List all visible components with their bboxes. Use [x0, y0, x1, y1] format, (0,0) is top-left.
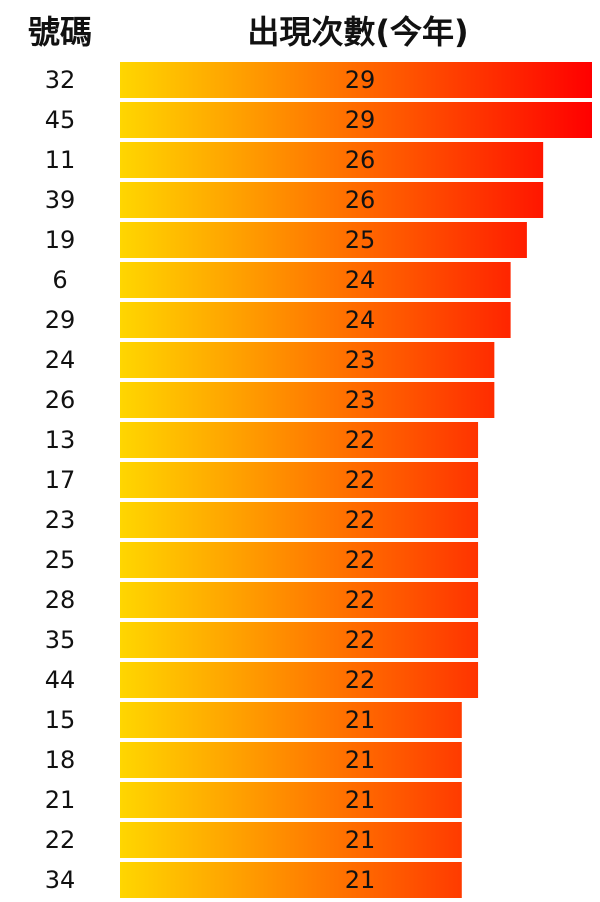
bar — [120, 742, 462, 778]
number-label: 23 — [45, 506, 76, 534]
number-label: 28 — [45, 586, 76, 614]
value-label: 22 — [345, 546, 376, 574]
bar-row: 6 24 — [52, 262, 511, 298]
bar — [120, 582, 479, 618]
bar — [120, 462, 479, 498]
chart-header: 號碼 出現次數(今年) — [0, 0, 600, 60]
bar — [120, 822, 462, 858]
bar-row: 21 21 — [45, 782, 462, 818]
number-label: 6 — [52, 266, 67, 294]
count-column-header: 出現次數(今年) — [247, 13, 469, 51]
bar-row: 44 22 — [45, 662, 479, 698]
value-label: 24 — [345, 266, 376, 294]
number-label: 15 — [45, 706, 76, 734]
bar — [120, 862, 462, 898]
number-label: 34 — [45, 866, 76, 894]
bar — [120, 342, 495, 378]
bar-row: 22 21 — [45, 822, 462, 858]
bar-row: 19 25 — [45, 222, 527, 258]
number-label: 13 — [45, 426, 76, 454]
value-label: 22 — [345, 466, 376, 494]
bar-row: 23 22 — [45, 502, 479, 538]
value-label: 22 — [345, 586, 376, 614]
bar-row: 32 29 — [45, 62, 592, 98]
value-label: 22 — [345, 426, 376, 454]
number-label: 39 — [45, 186, 76, 214]
bar-row: 34 21 — [45, 862, 462, 898]
bar — [120, 142, 544, 178]
value-label: 29 — [345, 66, 376, 94]
bar — [120, 702, 462, 738]
bar-row: 45 29 — [45, 102, 592, 138]
bar-row: 35 22 — [45, 622, 479, 658]
bar — [120, 382, 495, 418]
number-column-header: 號碼 — [27, 13, 92, 51]
value-label: 22 — [345, 666, 376, 694]
bar — [120, 622, 479, 658]
bar — [120, 62, 592, 98]
bar — [120, 302, 511, 338]
value-label: 25 — [345, 226, 376, 254]
bar-row: 39 26 — [45, 182, 544, 218]
number-label: 18 — [45, 746, 76, 774]
bar-row: 25 22 — [45, 542, 479, 578]
value-label: 22 — [345, 506, 376, 534]
number-label: 19 — [45, 226, 76, 254]
number-label: 44 — [45, 666, 76, 694]
bar-row: 29 24 — [45, 302, 511, 338]
bar — [120, 662, 479, 698]
number-label: 35 — [45, 626, 76, 654]
value-label: 21 — [345, 866, 376, 894]
bar — [120, 222, 527, 258]
number-label: 22 — [45, 826, 76, 854]
bar — [120, 542, 479, 578]
bar-row: 28 22 — [45, 582, 479, 618]
bar-row: 15 21 — [45, 702, 462, 738]
value-label: 21 — [345, 786, 376, 814]
value-label: 21 — [345, 706, 376, 734]
number-label: 45 — [45, 106, 76, 134]
value-label: 23 — [345, 386, 376, 414]
bar-row: 17 22 — [45, 462, 479, 498]
number-label: 29 — [45, 306, 76, 334]
bar — [120, 502, 479, 538]
number-label: 25 — [45, 546, 76, 574]
value-label: 26 — [345, 186, 376, 214]
bar — [120, 262, 511, 298]
bar — [120, 182, 544, 218]
number-label: 26 — [45, 386, 76, 414]
bar-row: 11 26 — [45, 142, 544, 178]
number-label: 17 — [45, 466, 76, 494]
bar-row: 24 23 — [45, 342, 495, 378]
bar — [120, 782, 462, 818]
number-label: 21 — [45, 786, 76, 814]
bar — [120, 102, 592, 138]
bar-row: 13 22 — [45, 422, 479, 458]
value-label: 23 — [345, 346, 376, 374]
value-label: 21 — [345, 746, 376, 774]
value-label: 22 — [345, 626, 376, 654]
number-label: 32 — [45, 66, 76, 94]
bar — [120, 422, 479, 458]
number-label: 11 — [45, 146, 76, 174]
value-label: 29 — [345, 106, 376, 134]
value-label: 24 — [345, 306, 376, 334]
bar-row: 26 23 — [45, 382, 495, 418]
value-label: 26 — [345, 146, 376, 174]
value-label: 21 — [345, 826, 376, 854]
number-label: 24 — [45, 346, 76, 374]
bar-row: 18 21 — [45, 742, 462, 778]
